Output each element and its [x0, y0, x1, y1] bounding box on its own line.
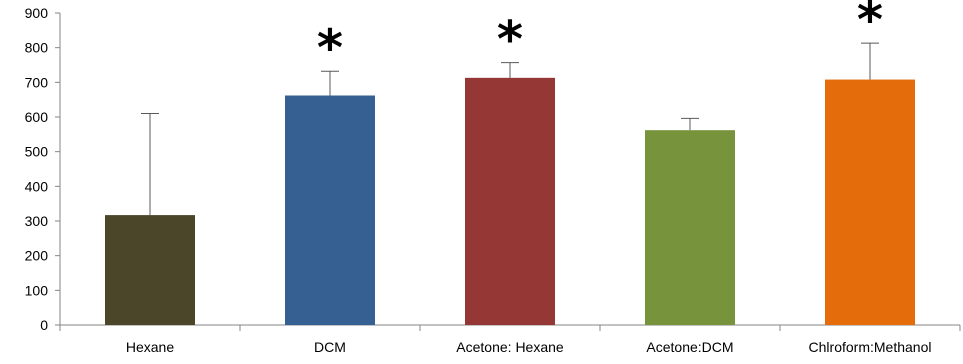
- y-tick-label: 300: [25, 213, 49, 229]
- y-tick-label: 700: [25, 74, 49, 90]
- y-tick-label: 200: [25, 248, 49, 264]
- y-tick-label: 600: [25, 109, 49, 125]
- y-tick-label: 900: [25, 5, 49, 21]
- x-category-label: Chlroform:Methanol: [809, 339, 932, 355]
- x-category-label: Acetone:DCM: [646, 339, 733, 355]
- x-category-label: DCM: [314, 339, 346, 355]
- significance-asterisk: *: [317, 19, 343, 77]
- bar-acetone-dcm: [645, 130, 735, 325]
- significance-asterisk: *: [497, 11, 523, 69]
- bar-dcm: [285, 95, 375, 325]
- y-tick-label: 0: [40, 317, 48, 333]
- y-tick-label: 800: [25, 40, 49, 56]
- significance-asterisk: *: [857, 0, 883, 49]
- y-tick-label: 500: [25, 144, 49, 160]
- y-tick-label: 100: [25, 282, 49, 298]
- bar-acetone-hexane: [465, 77, 555, 326]
- y-tick-label: 400: [25, 178, 49, 194]
- x-category-label: Hexane: [126, 339, 174, 355]
- x-category-label: Acetone: Hexane: [456, 339, 564, 355]
- bar-hexane: [105, 215, 195, 325]
- bar-chlroform-methanol: [825, 79, 915, 325]
